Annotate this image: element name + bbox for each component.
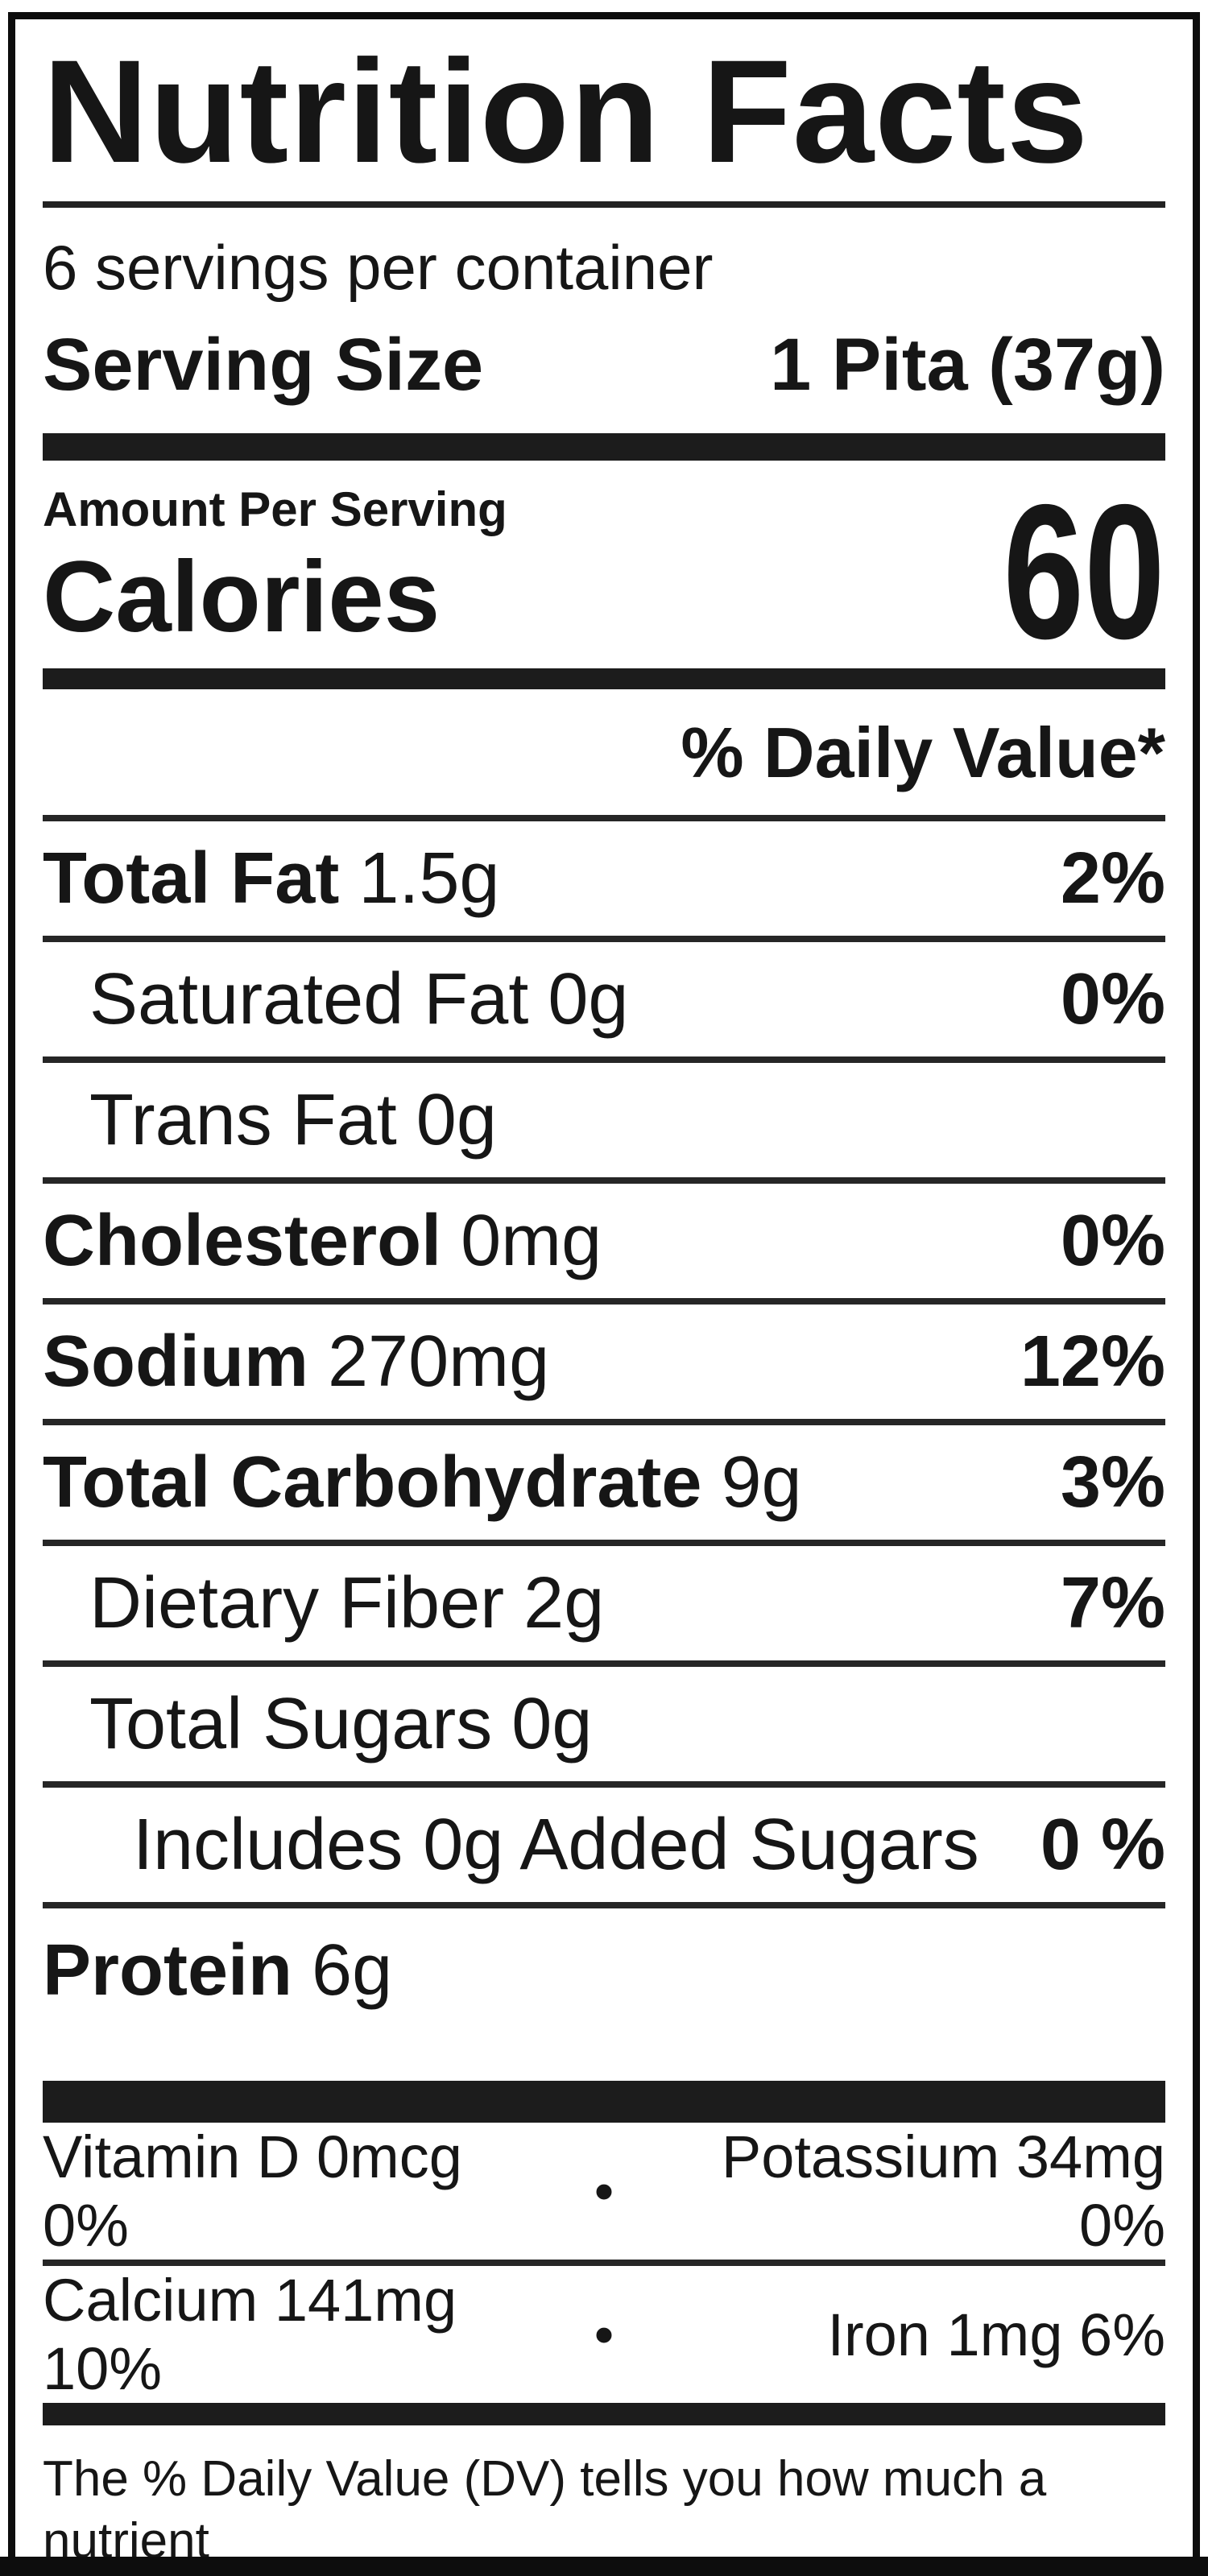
- micronutrient-left: Calcium 141mg 10%: [43, 2267, 457, 2403]
- nutrient-dv: 2%: [1060, 837, 1165, 919]
- nutrient-row-added-sugars: Includes 0g Added Sugars 0 %: [43, 1781, 1165, 1902]
- nutrient-amount: 6g: [312, 1930, 393, 2012]
- nutrient-name: Trans Fat: [89, 1079, 397, 1160]
- nutrient-amount: 0g: [511, 1683, 593, 1764]
- divider-bar-thick: [43, 2403, 1165, 2426]
- nutrient-name: Total Carbohydrate: [43, 1441, 702, 1523]
- micronutrient-row: Vitamin D 0mcg 0% • Potassium 34mg 0%: [43, 2123, 1165, 2260]
- nutrient-amount: 0g: [548, 958, 629, 1040]
- nutrient-dv: 0%: [1060, 958, 1165, 1040]
- nutrient-amount: 2g: [523, 1562, 605, 1644]
- nutrient-dv: 0%: [1060, 1200, 1165, 1281]
- amount-per-serving-label: Amount Per Serving: [43, 482, 507, 537]
- nutrient-row-dietary-fiber: Dietary Fiber 2g 7%: [43, 1540, 1165, 1660]
- nutrient-rows: Total Fat 1.5g 2% Saturated Fat 0g 0% Tran…: [43, 815, 1165, 2081]
- divider-bar-thick: [43, 2081, 1165, 2123]
- bullet-separator: •: [594, 2160, 614, 2223]
- nutrient-row-sodium: Sodium 270mg 12%: [43, 1298, 1165, 1419]
- nutrient-dv: 7%: [1060, 1562, 1165, 1644]
- nutrient-name: Total Fat: [43, 837, 340, 919]
- footnote-line: The % Daily Value (DV) tells you how muc…: [43, 2451, 1047, 2557]
- calories-section: Amount Per Serving Calories 60: [43, 461, 1165, 668]
- nutrient-name: Protein: [43, 1930, 293, 2012]
- nutrient-dv: 3%: [1060, 1441, 1165, 1523]
- serving-size-label: Serving Size: [43, 324, 484, 407]
- nutrient-row-saturated-fat: Saturated Fat 0g 0%: [43, 936, 1165, 1056]
- nutrient-dv: 12%: [1020, 1321, 1165, 1402]
- bullet-separator: •: [594, 2303, 614, 2367]
- nutrient-amount: 9g: [721, 1441, 802, 1523]
- nutrient-amount: 270mg: [328, 1321, 550, 1402]
- nutrient-row-total-fat: Total Fat 1.5g 2%: [43, 815, 1165, 936]
- nutrient-row-protein: Protein 6g: [43, 1902, 1165, 2081]
- nutrient-amount: 1.5g: [358, 837, 500, 919]
- nutrient-row-total-sugars: Total Sugars 0g: [43, 1660, 1165, 1781]
- nutrient-amount: 0g: [416, 1079, 497, 1160]
- label-bottom-border-bar: [0, 2557, 1208, 2576]
- nutrient-name: Dietary Fiber: [89, 1562, 505, 1644]
- divider-bar-thick: [43, 668, 1165, 690]
- nutrient-row-cholesterol: Cholesterol 0mg 0%: [43, 1177, 1165, 1298]
- micronutrient-right: Potassium 34mg 0%: [721, 2123, 1165, 2260]
- nutrient-name: Cholesterol: [43, 1200, 442, 1281]
- daily-value-footnote: The % Daily Value (DV) tells you how muc…: [43, 2425, 1165, 2557]
- nutrition-facts-label: Nutrition Facts 6 servings per container…: [8, 12, 1200, 2557]
- micronutrients-section: Vitamin D 0mcg 0% • Potassium 34mg 0% Ca…: [43, 2123, 1165, 2403]
- servings-per-container: 6 servings per container: [43, 231, 714, 303]
- micronutrient-left: Vitamin D 0mcg 0%: [43, 2123, 462, 2260]
- label-title: Nutrition Facts: [43, 19, 1165, 208]
- calories-value: 60: [1003, 465, 1165, 680]
- serving-size-row: Serving Size 1 Pita (37g): [43, 302, 1165, 433]
- divider-bar-thick: [43, 433, 1165, 461]
- calories-label: Calories: [43, 541, 441, 654]
- micronutrient-row: Calcium 141mg 10% • Iron 1mg 6%: [43, 2260, 1165, 2403]
- calories-left: Amount Per Serving Calories: [43, 482, 507, 654]
- nutrient-dv: 0 %: [1040, 1804, 1165, 1885]
- nutrient-row-total-carbohydrate: Total Carbohydrate 9g 3%: [43, 1419, 1165, 1540]
- nutrient-amount: 0mg: [461, 1200, 602, 1281]
- nutrient-name: Saturated Fat: [89, 958, 529, 1040]
- micronutrient-right: Iron 1mg 6%: [827, 2301, 1165, 2368]
- nutrient-name: Includes 0g Added Sugars: [133, 1804, 979, 1885]
- nutrient-name: Sodium: [43, 1321, 308, 1402]
- nutrient-row-trans-fat: Trans Fat 0g: [43, 1056, 1165, 1177]
- nutrient-name: Total Sugars: [89, 1683, 493, 1764]
- serving-size-value: 1 Pita (37g): [770, 324, 1165, 407]
- daily-value-header: % Daily Value*: [681, 713, 1165, 793]
